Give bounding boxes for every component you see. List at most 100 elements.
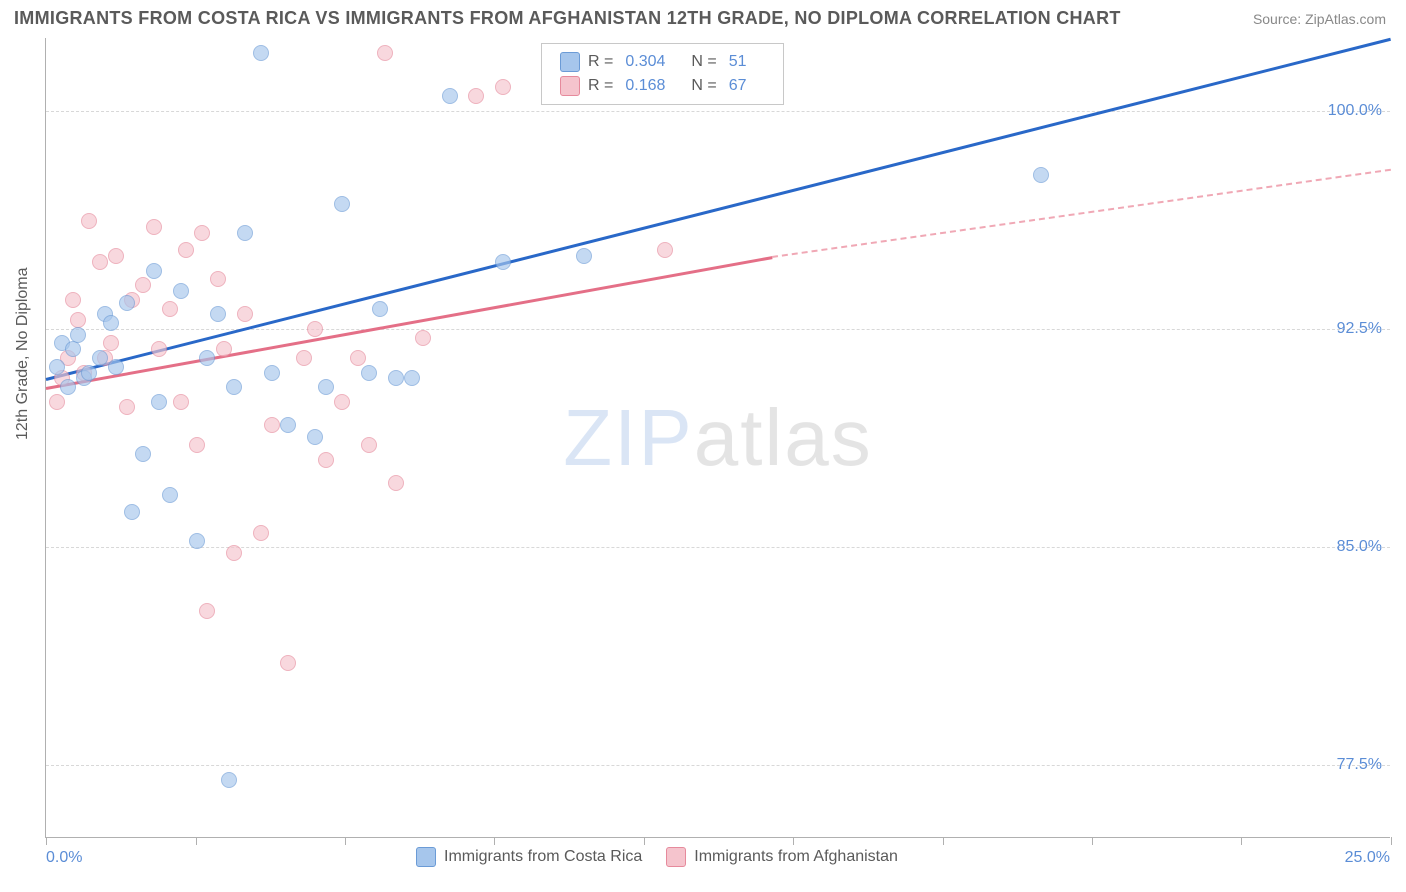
data-point xyxy=(264,365,280,381)
swatch-blue xyxy=(560,52,580,72)
legend-row-a: R = 0.304 N = 51 xyxy=(560,50,765,74)
data-point xyxy=(49,359,65,375)
legend-item-b: Immigrants from Afghanistan xyxy=(666,847,898,867)
x-tick xyxy=(1391,837,1392,845)
data-point xyxy=(280,655,296,671)
data-point xyxy=(361,437,377,453)
data-point xyxy=(388,370,404,386)
data-point xyxy=(495,79,511,95)
data-point xyxy=(216,341,232,357)
data-point xyxy=(210,271,226,287)
data-point xyxy=(372,301,388,317)
x-tick xyxy=(196,837,197,845)
y-tick-label: 92.5% xyxy=(1337,320,1382,338)
data-point xyxy=(81,213,97,229)
data-point xyxy=(81,365,97,381)
data-point xyxy=(334,196,350,212)
gridline-h xyxy=(46,111,1390,112)
data-point xyxy=(49,394,65,410)
x-tick xyxy=(494,837,495,845)
plot-area: ZIPatlas R = 0.304 N = 51 R = 0.168 N = … xyxy=(45,38,1390,838)
data-point xyxy=(173,394,189,410)
data-point xyxy=(103,335,119,351)
data-point xyxy=(151,341,167,357)
data-point xyxy=(657,242,673,258)
data-point xyxy=(108,248,124,264)
data-point xyxy=(495,254,511,270)
y-tick-label: 77.5% xyxy=(1337,756,1382,774)
watermark: ZIPatlas xyxy=(563,392,872,484)
y-tick-label: 85.0% xyxy=(1337,538,1382,556)
data-point xyxy=(65,341,81,357)
legend-row-b: R = 0.168 N = 67 xyxy=(560,74,765,98)
data-point xyxy=(210,306,226,322)
series-a-name: Immigrants from Costa Rica xyxy=(444,848,642,866)
data-point xyxy=(189,533,205,549)
x-tick xyxy=(793,837,794,845)
data-point xyxy=(388,475,404,491)
series-legend: Immigrants from Costa Rica Immigrants fr… xyxy=(416,847,898,867)
y-axis-title: 12th Grade, No Diploma xyxy=(14,267,32,440)
data-point xyxy=(199,350,215,366)
x-tick xyxy=(46,837,47,845)
data-point xyxy=(92,350,108,366)
data-point xyxy=(119,295,135,311)
data-point xyxy=(199,603,215,619)
data-point xyxy=(60,379,76,395)
gridline-h xyxy=(46,765,1390,766)
data-point xyxy=(194,225,210,241)
x-tick xyxy=(1241,837,1242,845)
data-point xyxy=(1033,167,1049,183)
data-point xyxy=(442,88,458,104)
data-point xyxy=(135,446,151,462)
series-b-name: Immigrants from Afghanistan xyxy=(694,848,898,866)
data-point xyxy=(135,277,151,293)
data-point xyxy=(70,327,86,343)
data-point xyxy=(162,487,178,503)
data-point xyxy=(151,394,167,410)
r-value-a: 0.304 xyxy=(625,53,665,71)
data-point xyxy=(162,301,178,317)
chart-title: IMMIGRANTS FROM COSTA RICA VS IMMIGRANTS… xyxy=(14,8,1121,29)
data-point xyxy=(178,242,194,258)
data-point xyxy=(377,45,393,61)
data-point xyxy=(103,315,119,331)
r-value-b: 0.168 xyxy=(625,77,665,95)
data-point xyxy=(124,504,140,520)
data-point xyxy=(253,525,269,541)
x-tick xyxy=(345,837,346,845)
data-point xyxy=(318,452,334,468)
data-point xyxy=(92,254,108,270)
data-point xyxy=(146,263,162,279)
data-point xyxy=(146,219,162,235)
correlation-legend: R = 0.304 N = 51 R = 0.168 N = 67 xyxy=(541,43,784,105)
data-point xyxy=(65,292,81,308)
swatch-pink xyxy=(560,76,580,96)
data-point xyxy=(237,225,253,241)
data-point xyxy=(361,365,377,381)
swatch-pink-icon xyxy=(666,847,686,867)
data-point xyxy=(415,330,431,346)
n-value-b: 67 xyxy=(729,77,747,95)
x-tick xyxy=(1092,837,1093,845)
swatch-blue-icon xyxy=(416,847,436,867)
data-point xyxy=(119,399,135,415)
x-tick xyxy=(644,837,645,845)
data-point xyxy=(468,88,484,104)
legend-item-a: Immigrants from Costa Rica xyxy=(416,847,642,867)
data-point xyxy=(318,379,334,395)
data-point xyxy=(226,379,242,395)
data-point xyxy=(576,248,592,264)
data-point xyxy=(189,437,205,453)
data-point xyxy=(307,429,323,445)
n-value-a: 51 xyxy=(729,53,747,71)
source-label: Source: ZipAtlas.com xyxy=(1253,11,1386,27)
x-tick xyxy=(943,837,944,845)
data-point xyxy=(296,350,312,366)
data-point xyxy=(237,306,253,322)
trend-line xyxy=(772,169,1391,258)
data-point xyxy=(173,283,189,299)
data-point xyxy=(280,417,296,433)
data-point xyxy=(334,394,350,410)
data-point xyxy=(264,417,280,433)
